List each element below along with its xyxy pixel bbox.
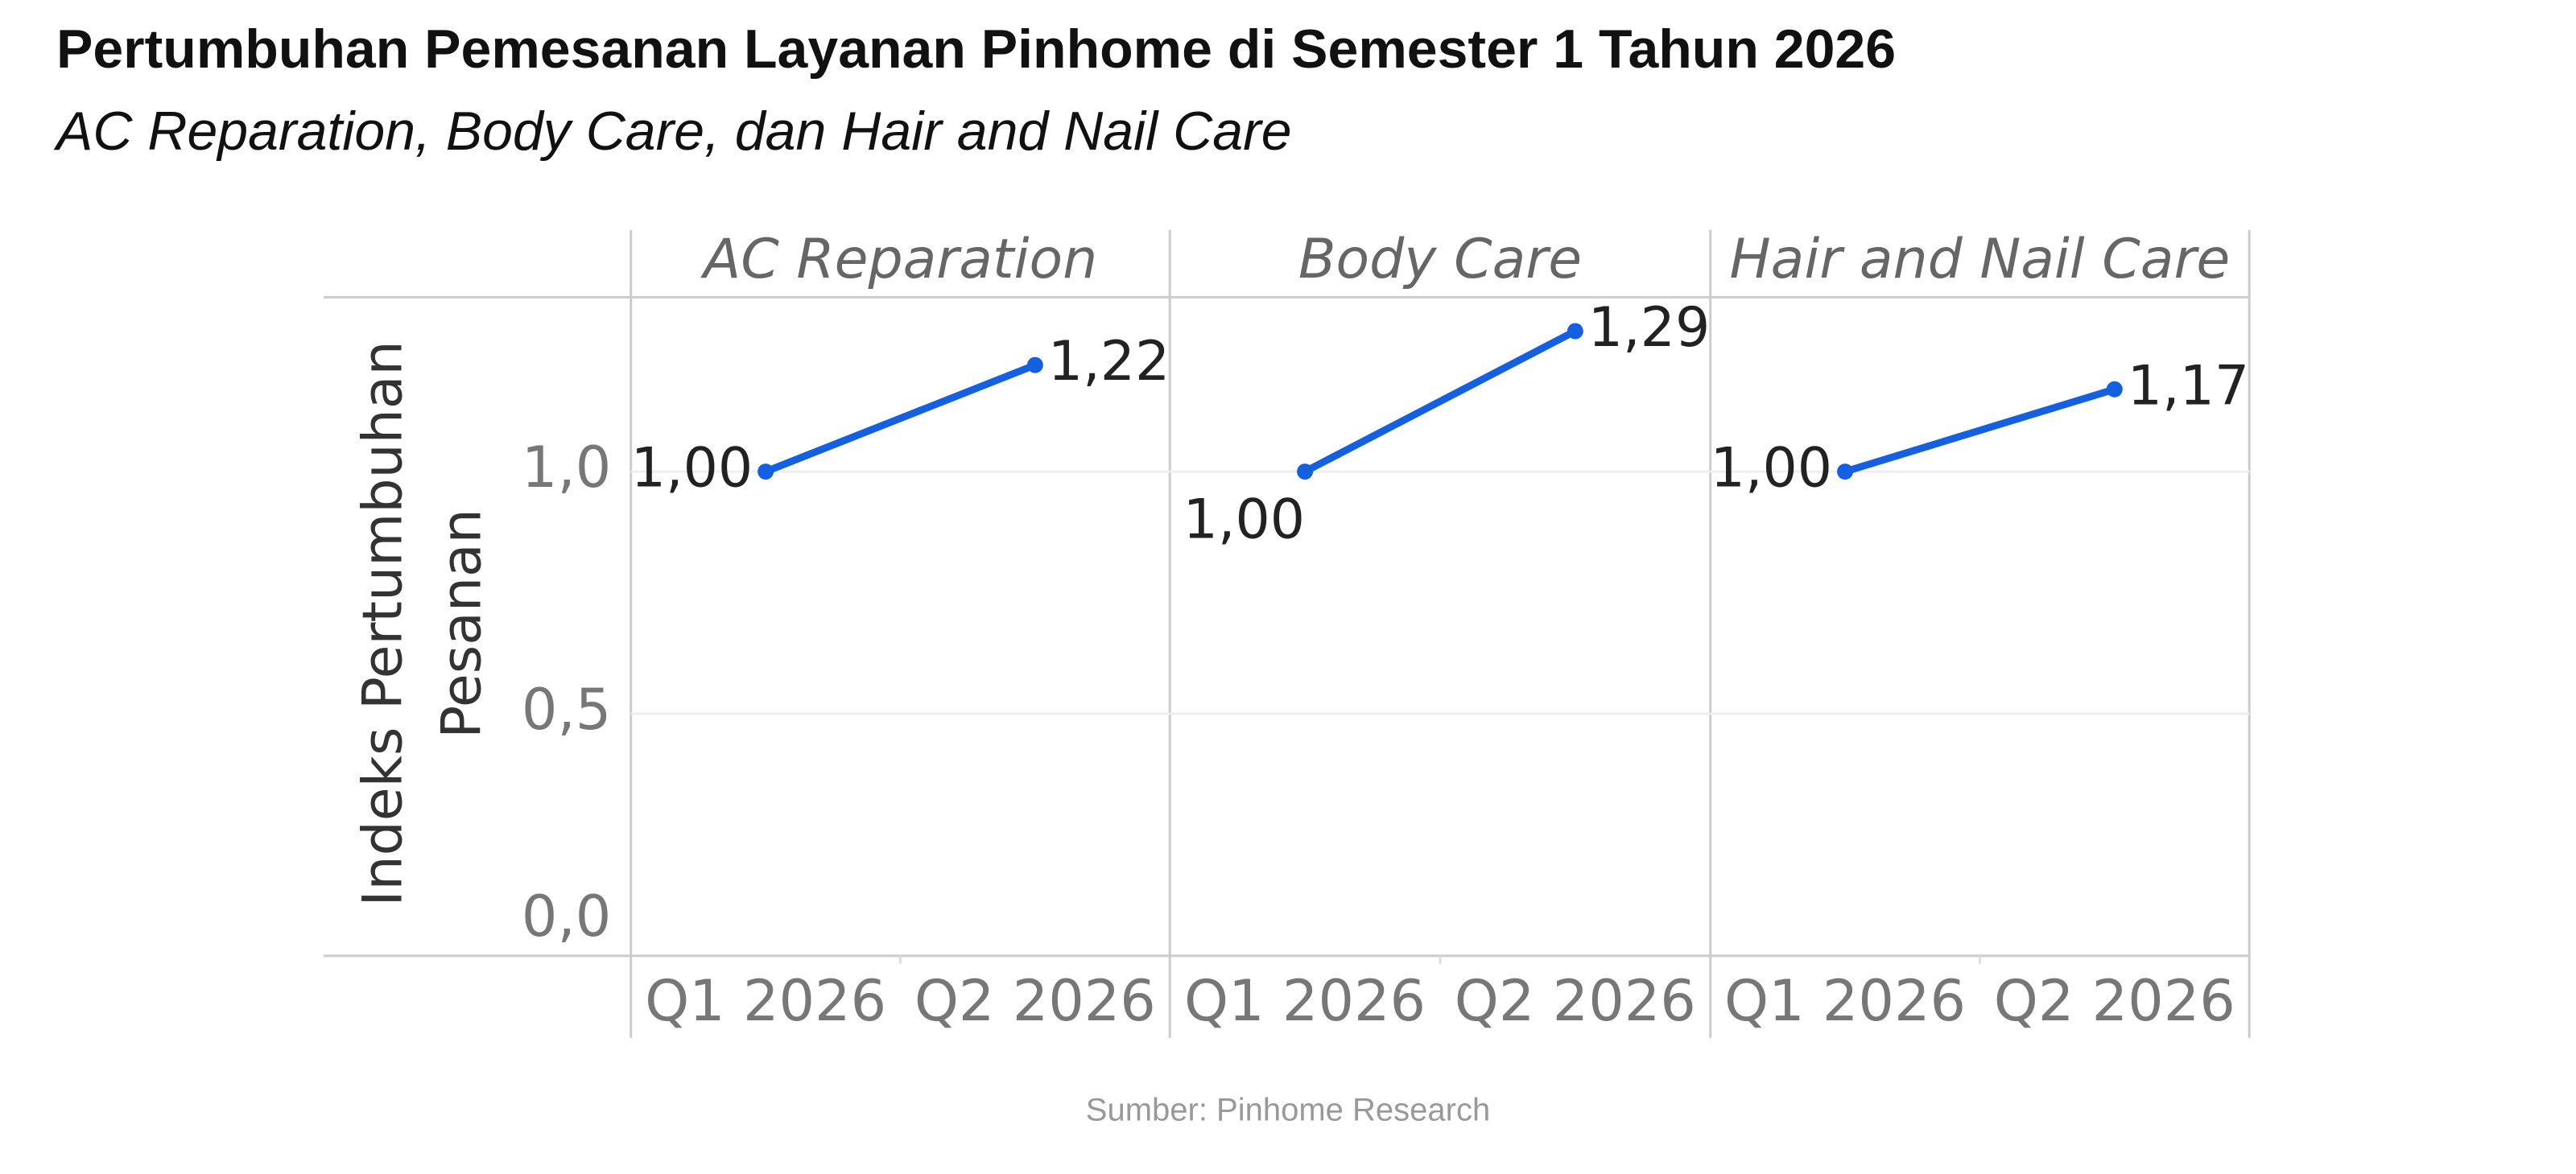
point — [1297, 463, 1314, 480]
x-tick-label: Q2 2026 — [1455, 968, 1696, 1034]
y-tick-label: 0,0 — [522, 884, 611, 949]
x-tick-label: Q1 2026 — [645, 968, 886, 1034]
y-tick-label: 1,0 — [522, 435, 611, 500]
point — [2106, 381, 2123, 398]
x-tick-label: Q2 2026 — [914, 968, 1156, 1034]
y-tick-label: 0,5 — [522, 677, 611, 743]
source: Sumber: Pinhome Research — [1086, 1093, 1490, 1128]
value-label: 1,29 — [1588, 296, 1710, 360]
x-tick-label: Q1 2026 — [1724, 968, 1966, 1034]
point — [1567, 323, 1583, 340]
y-axis-label: Indeks Pertumbuhan — [352, 340, 415, 906]
facet-label: Hair and Nail Care — [1730, 228, 2231, 291]
value-label: 1,00 — [1711, 437, 1832, 500]
x-tick-label: Q2 2026 — [1994, 968, 2235, 1034]
line — [764, 361, 1037, 476]
value-label: 1,17 — [2128, 354, 2249, 418]
value-label: 1,00 — [1183, 488, 1305, 552]
value-label: 1,00 — [631, 437, 753, 500]
point — [1837, 463, 1854, 480]
line — [1302, 327, 1577, 476]
point — [1026, 356, 1043, 373]
page-subtitle: AC Reparation, Body Care, dan Hair and N… — [53, 101, 1292, 162]
facet-label: AC Reparation — [700, 228, 1097, 291]
y-axis-label: Pesanan — [431, 509, 494, 738]
x-tick-label: Q1 2026 — [1184, 968, 1426, 1034]
value-label: 1,22 — [1048, 330, 1170, 393]
line — [1843, 385, 2116, 476]
page-title: Pertumbuhan Pemesanan Layanan Pinhome di… — [56, 19, 1896, 80]
facet-label: Body Care — [1298, 228, 1582, 291]
point — [758, 463, 774, 480]
